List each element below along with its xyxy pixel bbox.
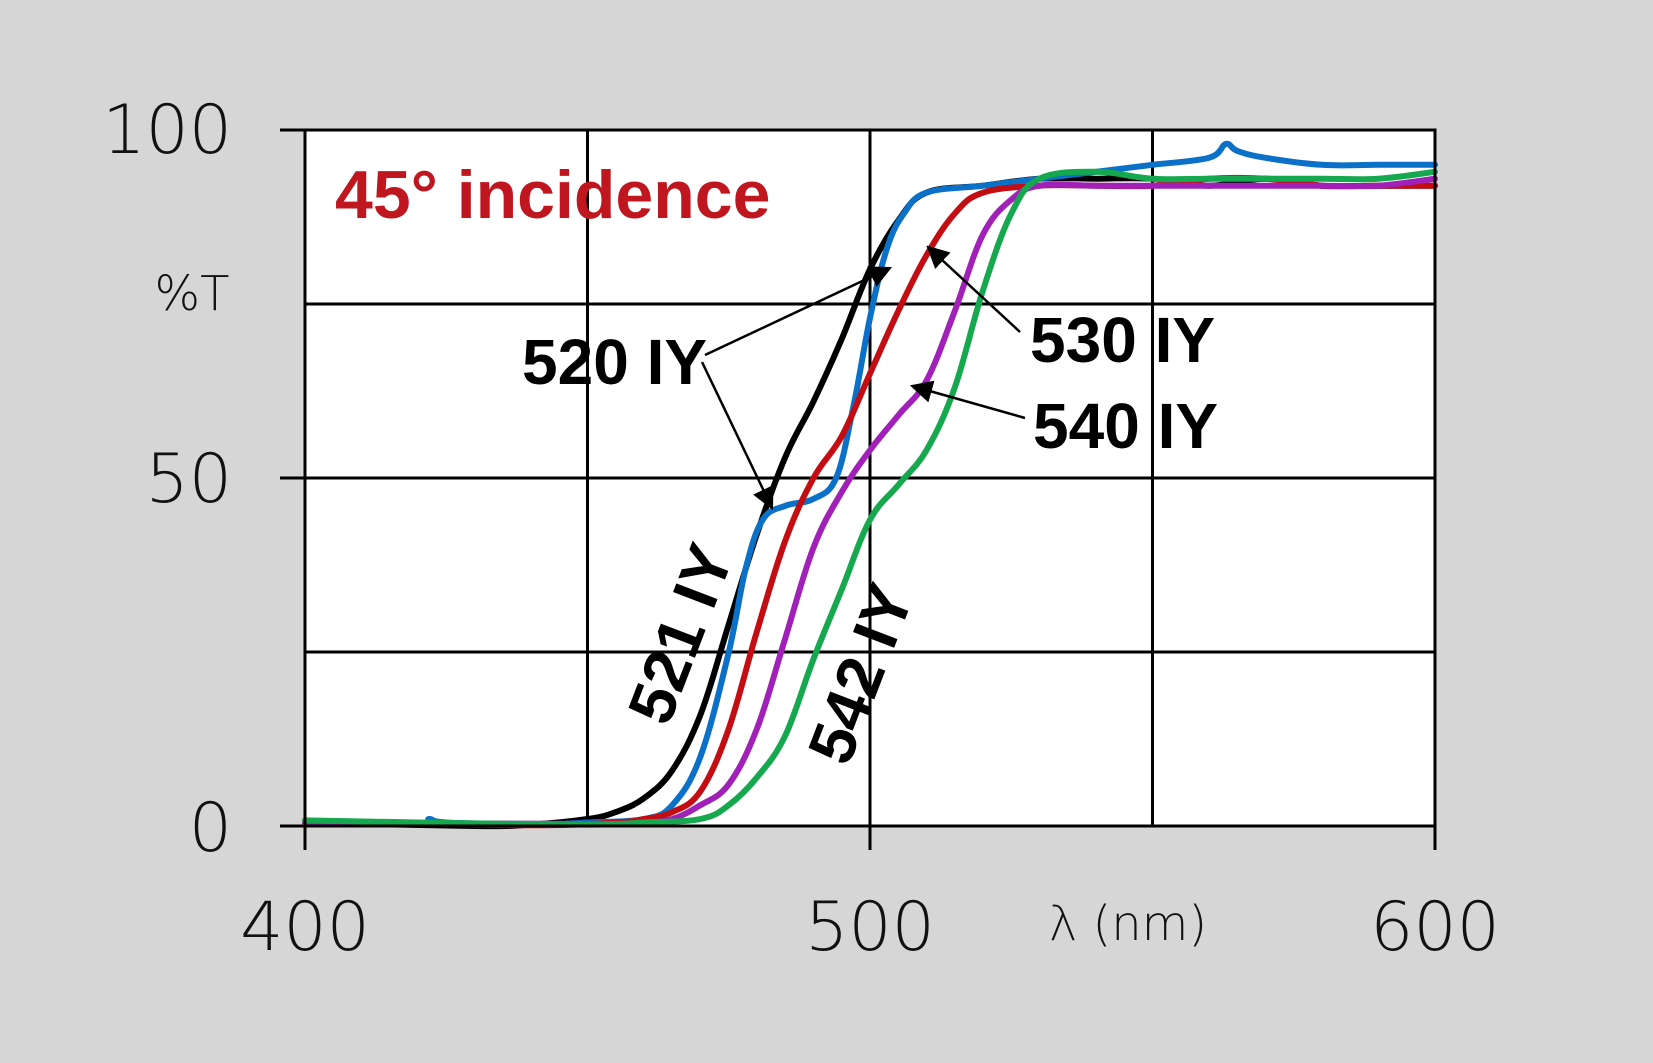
label-540-iy: 540 IY <box>1033 390 1218 462</box>
y-axis-label: %T <box>155 266 230 322</box>
arrow-540 <box>909 380 1026 420</box>
x-tick-label-500: 500 <box>805 888 935 967</box>
axis-ticks <box>280 128 1437 850</box>
plot-frame <box>303 128 1437 828</box>
x-tick-label-400: 400 <box>240 888 370 967</box>
arrow-530 <box>926 245 1021 333</box>
y-tick-label-0: 0 <box>189 789 232 868</box>
label-520-iy: 520 IY <box>522 326 707 398</box>
arrow-520-upper <box>704 266 893 357</box>
arrow-520-lower <box>700 361 774 511</box>
series-line-542-iy <box>302 168 1438 828</box>
label-530-iy: 530 IY <box>1030 304 1215 376</box>
series-lines <box>302 140 1438 830</box>
chart-title: 45° incidence <box>335 157 770 233</box>
annotation-arrows <box>700 245 1026 511</box>
y-tick-label-50: 50 <box>145 440 232 519</box>
x-tick-label-600: 600 <box>1370 888 1500 967</box>
y-tick-label-100: 100 <box>102 91 232 170</box>
x-axis-label: λ (nm) <box>1049 896 1207 952</box>
